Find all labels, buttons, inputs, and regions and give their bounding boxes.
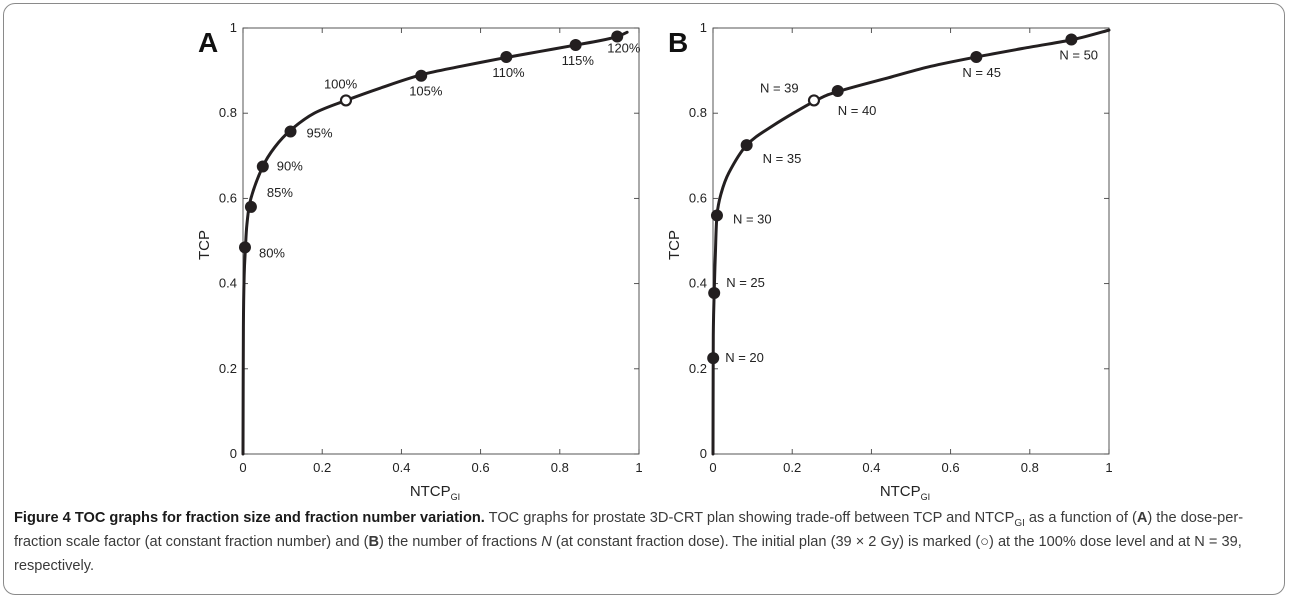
data-point-marker: [244, 200, 257, 213]
data-point-marker: [831, 85, 844, 98]
figure-frame: [3, 3, 1285, 595]
panel-letter: B: [668, 27, 688, 58]
caption-text-4: ) the number of fractions: [379, 534, 542, 550]
caption-text-1: TOC graphs for prostate 3D-CRT plan show…: [484, 510, 1015, 526]
x-tick-label: 0: [709, 460, 716, 475]
y-tick-label: 0.2: [689, 361, 707, 376]
data-point-marker: [500, 50, 513, 63]
caption-subscript: GI: [1014, 517, 1025, 529]
data-point-marker: [256, 160, 269, 173]
data-point-label: N = 45: [962, 65, 1001, 80]
y-tick-label: 0.4: [689, 276, 707, 291]
data-point-label: N = 25: [726, 275, 765, 290]
data-point-marker: [611, 30, 624, 43]
x-axis-label: NTCPGI: [410, 483, 460, 500]
x-tick-label: 0.8: [1021, 460, 1039, 475]
data-point-label: 120%: [607, 41, 641, 56]
y-tick-label: 0: [230, 446, 237, 461]
chart-panel-a: A 0 0.2 0.4 0.6 0.8 1 0 0.2 0.4 0.6 0.8 1 NTCPGI TCP 80…: [196, 20, 643, 500]
data-point-label: 90%: [277, 158, 303, 173]
figure-caption: Figure 4 TOC graphs for fraction size an…: [14, 506, 1276, 578]
data-point-marker: [415, 69, 428, 82]
data-point-label: N = 40: [838, 103, 877, 118]
x-axis-label: NTCPGI: [880, 483, 930, 500]
y-tick-label: 0.8: [219, 105, 237, 120]
chart-panel-b: B 0 0.2 0.4 0.6 0.8 1 0 0.2 0.4 0.6 0.8 1 NTCPGI TCP N …: [666, 20, 1113, 500]
plot-area: [242, 27, 640, 455]
x-tick-label: 0.6: [472, 460, 490, 475]
x-tick-label: 1: [635, 460, 642, 475]
data-point-label: N = 50: [1059, 48, 1098, 63]
y-tick-label: 1: [230, 20, 237, 35]
data-point-marker: [708, 286, 721, 299]
x-tick-label: 0.6: [942, 460, 960, 475]
data-point-label: N = 35: [763, 151, 802, 166]
caption-label-b: B: [368, 534, 380, 550]
data-point-marker: [284, 125, 297, 138]
y-tick-label: 0.4: [219, 276, 237, 291]
x-tick-label: 0: [239, 460, 246, 475]
y-axis-label: TCP: [666, 230, 683, 260]
data-point-label: 80%: [259, 245, 285, 260]
data-point-label: N = 39: [760, 80, 799, 95]
data-point-label: 115%: [562, 53, 595, 68]
data-point-marker: [569, 39, 582, 52]
data-point-label: 95%: [307, 126, 333, 141]
data-point-marker: [970, 50, 983, 63]
data-point-marker: [707, 352, 720, 365]
data-point-label: 100%: [324, 76, 358, 91]
data-point-label: 110%: [492, 65, 525, 80]
caption-text-5: (at constant fraction dose). The initial…: [14, 534, 1242, 574]
data-point-marker: [1065, 33, 1078, 46]
data-point-label: N = 30: [733, 211, 772, 226]
data-point-marker: [238, 241, 251, 254]
caption-label-a: A: [1136, 510, 1148, 526]
y-tick-label: 0.6: [219, 190, 237, 205]
data-point-label: 85%: [267, 185, 293, 200]
x-tick-label: 0.4: [392, 460, 410, 475]
x-tick-label: 0.4: [862, 460, 880, 475]
initial-plan-marker: [339, 94, 353, 107]
y-tick-label: 0.2: [219, 361, 237, 376]
initial-plan-marker: [807, 94, 821, 107]
caption-title: Figure 4 TOC graphs for fraction size an…: [14, 510, 485, 526]
caption-italic-n: N: [541, 534, 552, 550]
y-tick-label: 1: [700, 20, 707, 35]
x-tick-label: 0.8: [551, 460, 569, 475]
x-tick-label: 1: [1105, 460, 1112, 475]
caption-text-3: ) the dose-per-fraction scale factor (at…: [14, 510, 1244, 550]
panel-letter: A: [198, 27, 218, 58]
x-tick-label: 0.2: [783, 460, 801, 475]
y-tick-label: 0: [700, 446, 707, 461]
data-point-marker: [740, 139, 753, 152]
x-tick-label: 0.2: [313, 460, 331, 475]
y-axis-label: TCP: [196, 230, 213, 260]
data-point-label: 105%: [409, 84, 443, 99]
data-point-label: N = 20: [725, 350, 764, 365]
plot-area: [712, 27, 1110, 455]
y-tick-label: 0.6: [689, 190, 707, 205]
data-point-marker: [710, 209, 723, 222]
caption-text-2: as a function of (: [1024, 510, 1137, 526]
y-tick-label: 0.8: [689, 105, 707, 120]
